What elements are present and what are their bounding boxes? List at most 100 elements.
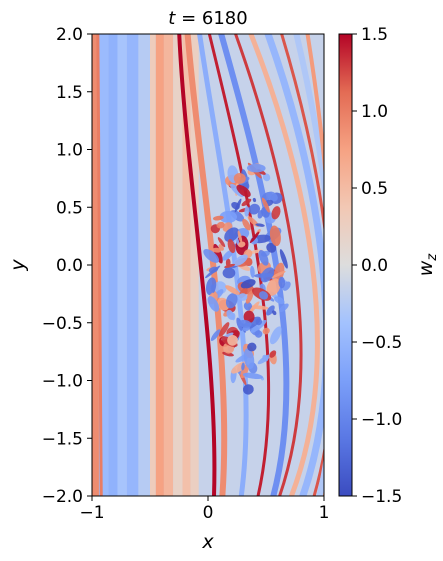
- vortex-blob: [212, 247, 222, 253]
- vortex-blob: [234, 198, 242, 213]
- vortex-blob: [250, 265, 255, 278]
- vortex-blob: [222, 249, 234, 261]
- vortex-blob: [233, 254, 248, 267]
- vortex-blob: [261, 197, 270, 213]
- colorbar-tick-label: 1.5: [361, 25, 388, 45]
- vortex-blob: [210, 329, 221, 341]
- vortex-blob: [207, 296, 220, 312]
- vortex-blob: [279, 303, 289, 313]
- vortex-blob: [244, 206, 250, 217]
- vortex-blob: [271, 206, 281, 220]
- colorbar-tick-label: −1.5: [361, 487, 402, 507]
- field-band: [182, 34, 191, 496]
- field-filament: [233, 34, 303, 496]
- y-axis: 2.0 1.5 1.0 0.5 0.0 −0.5 −1.0 −1.5 −2.0: [42, 25, 92, 507]
- colorbar-tick-label: 0.5: [361, 179, 388, 199]
- vortex-blob: [224, 227, 240, 243]
- colorbar-label: wz: [415, 253, 440, 277]
- field-band: [117, 34, 127, 496]
- vortex-blob: [250, 319, 267, 333]
- vortex-blob: [227, 334, 238, 346]
- field-band: [92, 34, 99, 496]
- vortex-blob: [255, 223, 265, 227]
- vortex-blob: [212, 215, 224, 221]
- field-band: [173, 34, 183, 496]
- field-filament: [248, 34, 320, 496]
- field-band: [98, 34, 109, 496]
- x-tick-label: 0: [203, 503, 214, 523]
- field-filament: [280, 34, 324, 496]
- colorbar-axis: 1.5 1.0 0.5 0.0 −0.5 −1.0 −1.5: [352, 25, 402, 507]
- vortex-blob: [224, 263, 236, 268]
- vortex-blob: [203, 249, 220, 263]
- vortex-blob: [262, 354, 269, 362]
- vortex-blob: [242, 218, 251, 231]
- vortex-blob: [230, 183, 244, 198]
- field-filament: [96, 34, 103, 496]
- vortex-blob: [243, 348, 255, 369]
- vortex-blob: [218, 322, 230, 337]
- field-band: [163, 34, 174, 496]
- y-tick-label: 0.0: [56, 256, 83, 276]
- vortex-blob: [231, 312, 236, 321]
- vortex-blob: [248, 249, 263, 254]
- vortex-blob: [267, 191, 278, 202]
- vortex-blob: [254, 330, 263, 338]
- y-tick-label: 1.0: [56, 141, 83, 161]
- vortex-blob: [236, 184, 251, 198]
- field-filament: [207, 34, 271, 496]
- vortex-blob: [205, 265, 221, 279]
- vorticity-field: [92, 34, 324, 496]
- vortex-blob: [248, 203, 261, 215]
- x-axis-label: x: [201, 531, 214, 553]
- vortex-blob: [278, 276, 286, 289]
- chart-title: t = 6180: [168, 8, 247, 29]
- vortex-blob: [240, 279, 256, 289]
- field-band: [190, 34, 199, 496]
- y-tick-label: −0.5: [42, 314, 83, 334]
- vortex-blob: [237, 230, 243, 243]
- vortex-blob: [241, 198, 252, 207]
- vortex-blob: [245, 290, 254, 304]
- field-filament: [264, 34, 324, 496]
- vortex-blob: [252, 197, 257, 203]
- y-tick-label: 2.0: [56, 25, 83, 45]
- vortex-blob: [219, 211, 237, 223]
- vortex-blob: [266, 305, 275, 316]
- vortex-blob: [243, 301, 253, 311]
- vortex-blob: [222, 267, 236, 279]
- vortex-blob: [262, 327, 270, 335]
- vortex-blob: [249, 301, 260, 313]
- vortex-blob: [238, 241, 246, 248]
- field-band: [138, 34, 150, 496]
- vortex-blob: [272, 310, 277, 316]
- vortex-blob: [246, 163, 266, 173]
- field-filament: [293, 34, 324, 496]
- vortex-blob: [210, 284, 215, 293]
- vortex-blob: [249, 231, 260, 244]
- vortex-blob: [241, 362, 245, 371]
- vortex-blob: [238, 319, 252, 328]
- y-tick-label: 1.5: [56, 83, 83, 103]
- colorbar-tick-label: −1.0: [361, 410, 402, 430]
- vortex-blob: [222, 351, 234, 357]
- vortex-blob: [274, 296, 285, 305]
- vortex-blob: [269, 350, 277, 358]
- vortex-blob: [260, 267, 275, 283]
- field-filament: [305, 34, 324, 496]
- colorbar-tick-label: 0.0: [361, 256, 388, 276]
- x-tick-label: −1: [79, 503, 104, 523]
- field-filament: [218, 34, 290, 496]
- field-filament: [177, 34, 217, 496]
- vortex-blob: [217, 237, 226, 248]
- y-tick-label: −2.0: [42, 487, 83, 507]
- x-axis: −1 0 1: [79, 496, 329, 523]
- vortex-blob: [227, 239, 236, 254]
- colorbar-tick-label: 1.0: [361, 102, 388, 122]
- vortex-blob: [279, 249, 288, 269]
- field-band: [126, 34, 139, 496]
- vortex-blob: [262, 173, 271, 182]
- colorbar-tick-label: −0.5: [361, 333, 402, 353]
- vortex-blob: [242, 372, 263, 379]
